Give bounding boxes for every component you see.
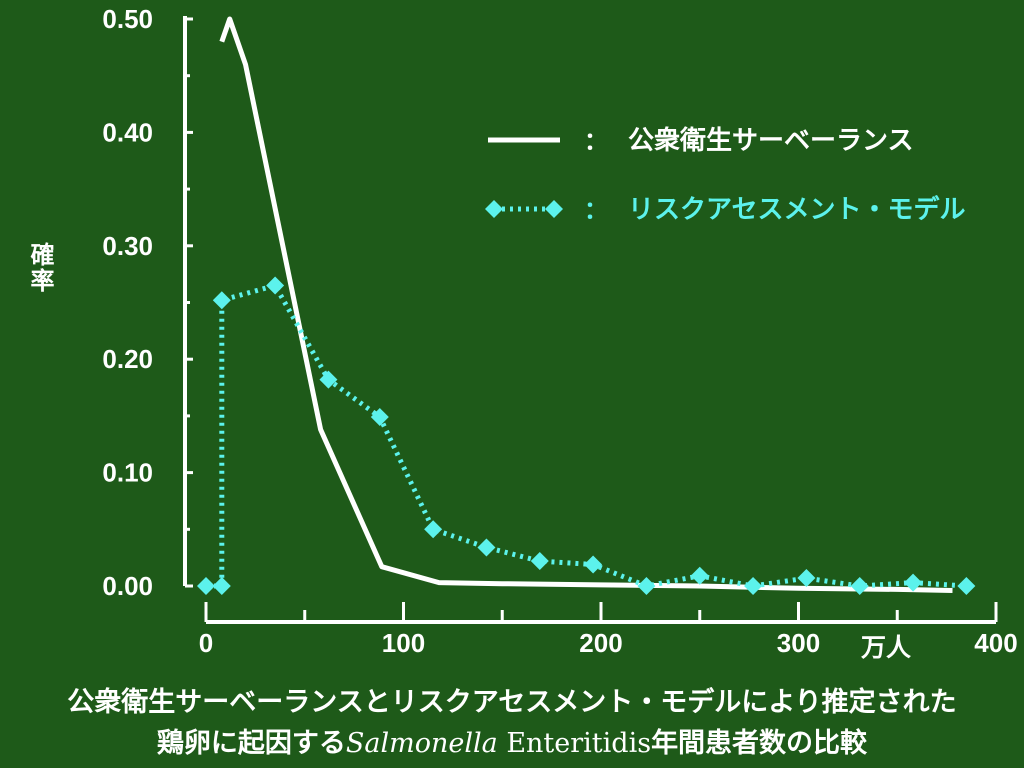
y-tick-label: 0.10 [102, 458, 153, 488]
legend-separator-model: ： [584, 196, 608, 224]
y-tick-label: 0.30 [102, 231, 153, 261]
legend-label-surveillance: 公衆衛生サーベーランス [628, 126, 913, 156]
legend-separator-surveillance: ： [584, 127, 608, 155]
series-point [266, 276, 285, 295]
y-axis-label: 確率 [26, 241, 54, 294]
x-tick-label: 0 [199, 628, 213, 658]
y-tick-label: 0.40 [102, 117, 153, 147]
y-tick-label: 0.00 [102, 571, 153, 601]
legend: ： 公衆衛生サーベーランス ： リスクアセスメント・モデル [485, 126, 965, 225]
series-point [319, 370, 338, 389]
series-point [637, 577, 656, 595]
x-tick-label: 400 [974, 628, 1017, 658]
series-point [212, 291, 231, 310]
x-tick-label: 100 [382, 628, 425, 658]
series-layer [197, 16, 976, 595]
legend-marker-model-right [545, 200, 563, 218]
series-line-1 [206, 283, 967, 589]
series-point [530, 552, 549, 571]
x-axis-unit: 万人 [861, 633, 911, 662]
y-ticks: 0.00 0.10 0.20 0.30 0.40 0.50 [102, 4, 193, 601]
series-point [797, 569, 816, 588]
caption-line-1: 公衆衛生サーベーランスとリスクアセスメント・モデルにより推定された [67, 687, 957, 718]
caption-genus: Salmonella [345, 728, 498, 759]
series-point [904, 573, 923, 592]
series-point [850, 577, 869, 595]
series-point [744, 577, 763, 595]
legend-label-model: リスクアセスメント・モデル [628, 194, 965, 225]
caption-serovar: Enteritidis [497, 728, 652, 759]
caption-suffix: 年間患者数の比較 [651, 728, 868, 759]
series-point [584, 555, 603, 574]
series-line-0 [219, 16, 953, 593]
y-tick-label: 0.50 [102, 4, 153, 34]
series-point [197, 577, 215, 595]
series-point [690, 566, 709, 585]
legend-marker-model-left [485, 200, 503, 218]
series-point [477, 538, 496, 557]
caption-prefix: 鶏卵に起因する [156, 728, 346, 759]
series-point [370, 408, 389, 427]
series-point [957, 577, 976, 595]
series-point [212, 577, 231, 595]
x-ticks: 0 100 200 300 400 [199, 602, 1018, 658]
y-tick-label: 0.20 [102, 344, 153, 374]
x-tick-label: 300 [777, 628, 820, 658]
series-point [424, 520, 443, 539]
x-tick-label: 200 [579, 628, 622, 658]
caption-line-2: 鶏卵に起因するSalmonella Enteritidis年間患者数の比較 [0, 727, 1024, 761]
